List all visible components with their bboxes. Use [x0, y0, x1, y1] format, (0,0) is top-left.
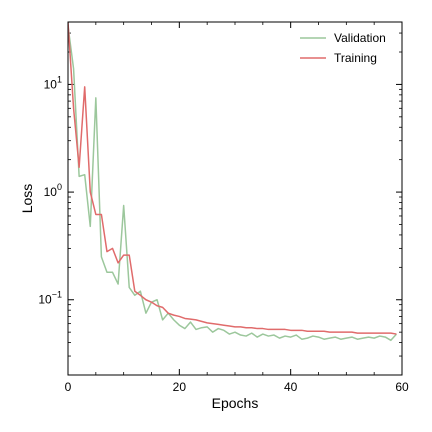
x-tick-label: 40 [284, 380, 298, 394]
y-tick-label: 101 [44, 74, 62, 91]
axis-tick-labels: 0 20 40 60 10−1 100 101 [38, 74, 409, 394]
x-axis-label: Epochs [212, 395, 259, 411]
series-line-training [68, 22, 396, 334]
y-axis-label: Loss [19, 184, 35, 214]
legend: Validation Training [300, 31, 386, 65]
x-tick-label: 0 [65, 380, 72, 394]
axis-ticks [68, 22, 402, 375]
legend-label-training: Training [334, 51, 377, 65]
series-line-validation [68, 26, 396, 340]
x-tick-label: 20 [173, 380, 187, 394]
y-tick-label: 10−1 [38, 290, 62, 307]
legend-label-validation: Validation [334, 31, 386, 45]
series-lines [68, 22, 396, 340]
x-tick-label: 60 [395, 380, 409, 394]
y-tick-label: 100 [44, 182, 62, 199]
plot-frame [68, 22, 402, 375]
